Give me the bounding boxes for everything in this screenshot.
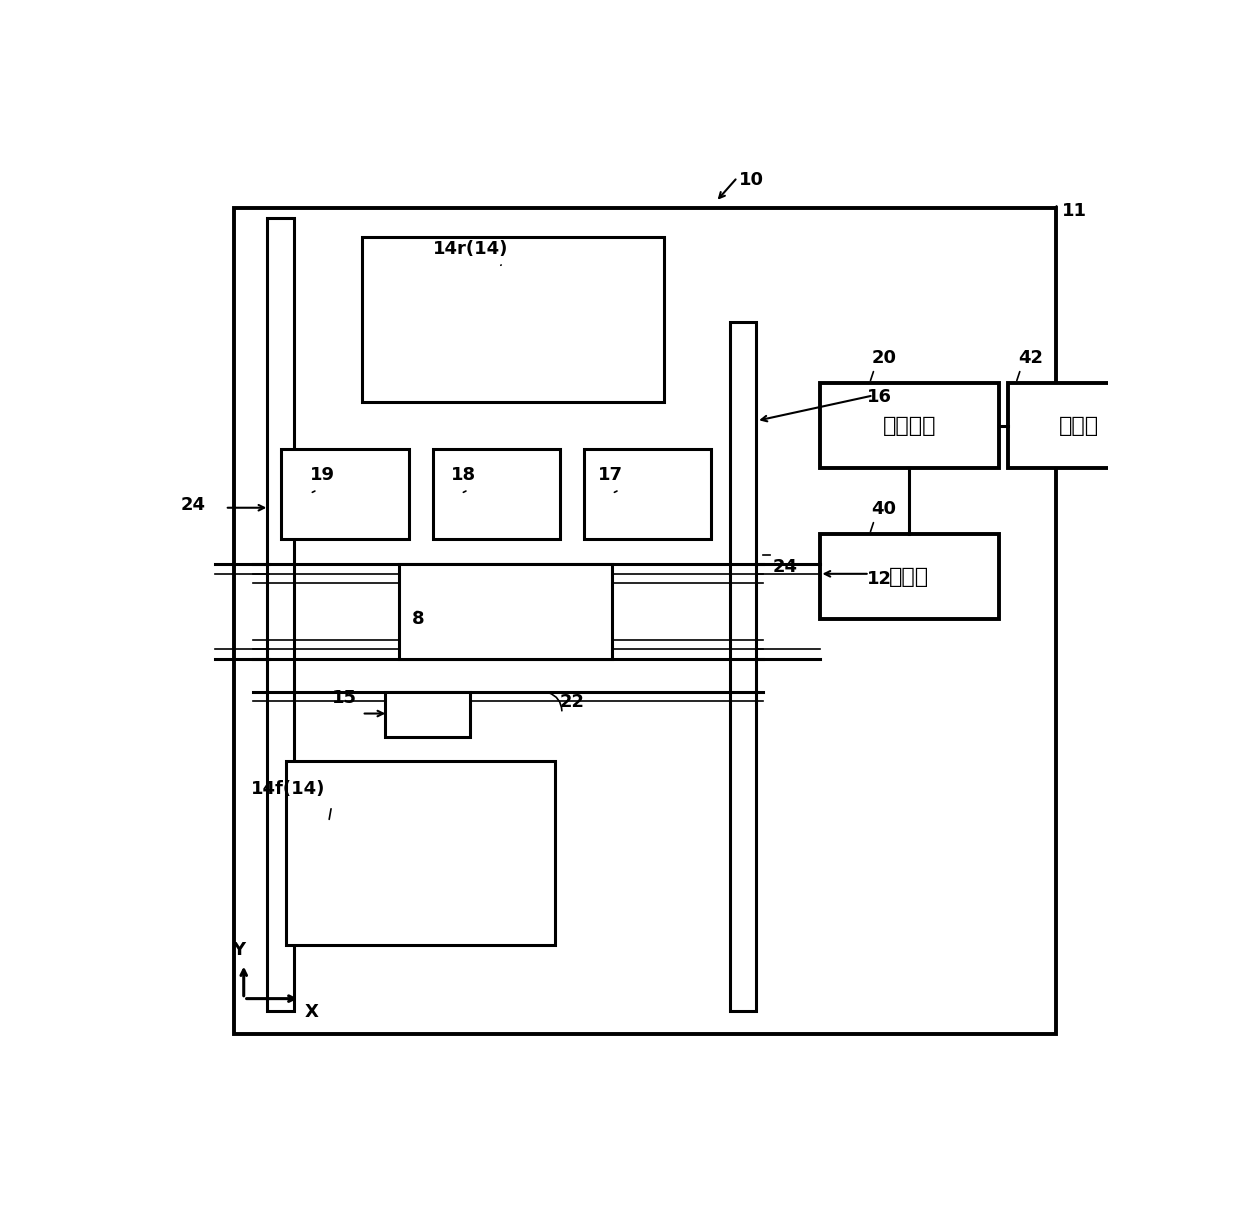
- Text: 操作部: 操作部: [889, 566, 929, 587]
- Bar: [399, 564, 611, 658]
- Text: 24: 24: [181, 497, 206, 515]
- Bar: [820, 383, 999, 468]
- Text: 22: 22: [560, 693, 585, 711]
- Text: 15: 15: [332, 689, 357, 707]
- Text: 14f(14): 14f(14): [252, 781, 326, 798]
- Text: 14r(14): 14r(14): [433, 239, 508, 257]
- Bar: [281, 449, 409, 539]
- Text: 20: 20: [872, 349, 897, 367]
- Text: 11: 11: [1063, 202, 1087, 219]
- Bar: [1008, 383, 1149, 468]
- Text: 42: 42: [1018, 349, 1043, 367]
- Bar: [820, 535, 999, 619]
- Text: 19: 19: [310, 466, 335, 484]
- Text: 24: 24: [773, 558, 797, 576]
- Bar: [362, 237, 663, 402]
- Bar: [584, 449, 711, 539]
- Text: 12: 12: [867, 570, 892, 587]
- Bar: [433, 449, 560, 539]
- Text: 10: 10: [739, 170, 764, 189]
- Bar: [730, 321, 756, 1011]
- Text: Y: Y: [232, 942, 246, 959]
- Bar: [286, 760, 556, 945]
- Text: 18: 18: [451, 466, 476, 484]
- Text: X: X: [305, 1003, 319, 1021]
- Text: 8: 8: [412, 609, 424, 628]
- Bar: [268, 218, 294, 1011]
- Bar: [234, 208, 1055, 1035]
- Bar: [386, 691, 470, 737]
- Text: 16: 16: [867, 387, 892, 406]
- Text: 显示部: 显示部: [1059, 416, 1099, 435]
- Text: 17: 17: [598, 466, 622, 484]
- Text: 40: 40: [872, 500, 897, 519]
- Text: 控制装置: 控制装置: [883, 416, 936, 435]
